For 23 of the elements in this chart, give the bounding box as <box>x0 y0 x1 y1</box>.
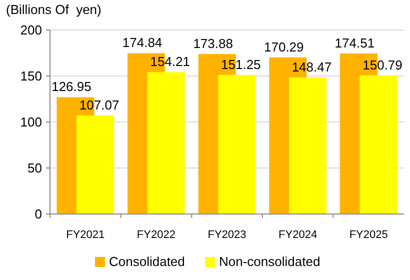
x-tick-label: FY2022 <box>136 229 176 241</box>
y-tick-label: 50 <box>28 160 42 176</box>
x-tick-label: FY2023 <box>208 229 246 241</box>
y-tick-label: 100 <box>20 114 42 130</box>
y-tick-label: 150 <box>20 68 42 84</box>
data-label: 174.51 <box>334 35 375 50</box>
x-tick-label: FY2021 <box>66 229 105 241</box>
x-tick-label: FY2025 <box>349 229 388 241</box>
x-tick-label: FY2024 <box>278 229 318 241</box>
bar <box>218 74 256 214</box>
legend-label: Non-consolidated <box>219 254 320 269</box>
bar <box>147 72 185 214</box>
y-axis-title: (Billions Of yen) <box>6 2 102 17</box>
legend-label: Consolidated <box>109 254 185 269</box>
bar <box>288 77 326 214</box>
bar <box>76 115 114 214</box>
bar <box>360 75 398 214</box>
y-tick-label: 0 <box>34 206 42 222</box>
y-tick-label: 200 <box>20 22 42 38</box>
data-label: 173.88 <box>193 36 233 52</box>
data-label: 170.29 <box>264 39 304 54</box>
data-label: 174.84 <box>122 35 162 50</box>
data-label: 126.95 <box>52 79 92 94</box>
